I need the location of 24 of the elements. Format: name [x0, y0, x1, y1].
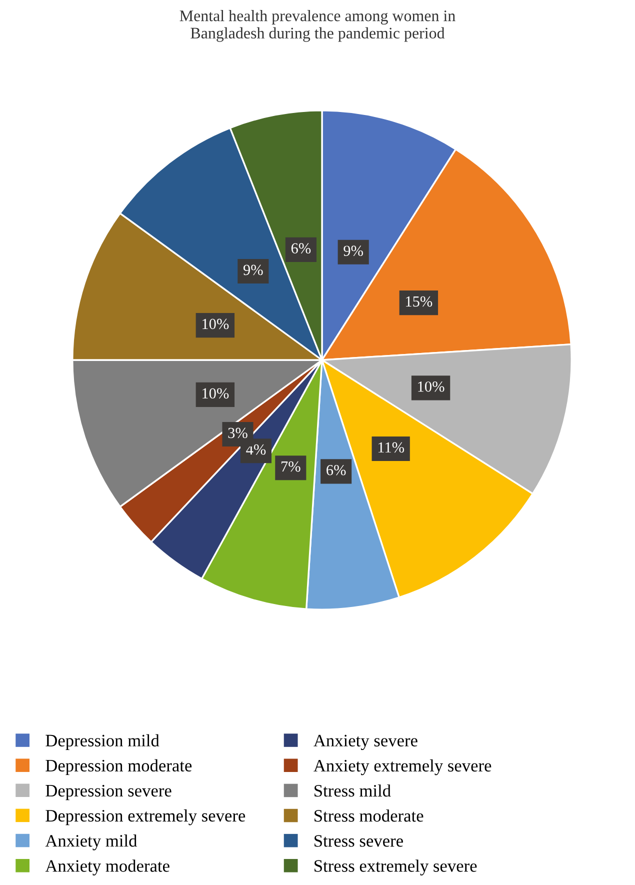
data-label: 3% — [228, 428, 248, 438]
data-label: 6% — [291, 243, 311, 254]
legend-label: Anxiety moderate — [45, 860, 170, 876]
data-label: 10% — [202, 388, 229, 399]
legend-label: Stress extremely severe — [314, 860, 477, 876]
data-label: 15% — [406, 296, 432, 307]
data-label: 6% — [326, 464, 346, 476]
legend-label: Stress mild — [314, 784, 391, 797]
data-label: 9% — [243, 264, 263, 276]
data-label: 11% — [378, 442, 404, 453]
legend-label: Anxiety mild — [45, 834, 138, 850]
legend-label: Depression mild — [46, 734, 160, 750]
legend-label: Stress severe — [314, 835, 403, 847]
legend-label: Anxiety extremely severe — [314, 759, 492, 776]
chart-title: Mental health prevalence among women in Bangladesh during the pandemic period — [180, 10, 456, 42]
data-label: 10% — [202, 318, 229, 330]
data-label: 7% — [281, 461, 300, 472]
data-label: 10% — [418, 381, 444, 392]
legend-label: Depression extremely severe — [46, 809, 246, 826]
legend-label: Anxiety severe — [314, 734, 418, 750]
legend-label: Depression severe — [46, 784, 172, 800]
legend-label: Depression moderate — [46, 759, 192, 776]
legend-label: Stress moderate — [314, 810, 424, 822]
data-label: 9% — [344, 246, 363, 256]
